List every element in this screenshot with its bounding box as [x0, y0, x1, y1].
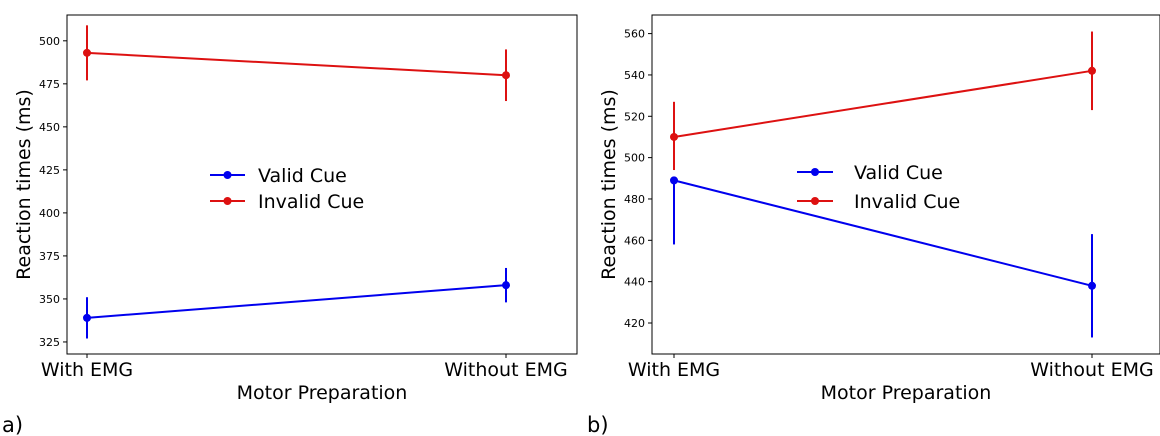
plot-frame	[651, 14, 1160, 355]
data-point	[502, 71, 510, 80]
plot-frame	[66, 14, 578, 355]
chart-panel-2: 420 440 460 480 500 520 540 560 With EMG Without …	[587, 14, 1160, 436]
y-axis-label: Reaction times (ms)	[598, 89, 620, 280]
legend: Valid Cue Invalid Cue	[797, 162, 960, 213]
data-point	[83, 48, 91, 57]
series-invalid-cue	[83, 25, 510, 102]
y-tick-label: 400	[39, 207, 60, 220]
series-line	[86, 284, 507, 319]
x-tick-label: Without EMG	[444, 359, 567, 381]
legend-label: Valid Cue	[258, 165, 347, 187]
x-axis-label: Motor Preparation	[237, 382, 408, 404]
panel-label: b)	[587, 413, 609, 436]
chart-panel-1: 325 350 375 400 425 450 475 500 With EMG Without …	[2, 14, 578, 436]
y-tick-label: 440	[624, 276, 645, 289]
series-valid-cue	[83, 267, 510, 339]
legend-marker	[223, 171, 232, 179]
x-tick-label: Without EMG	[1030, 359, 1153, 381]
x-axis-label: Motor Preparation	[821, 382, 992, 404]
data-point	[83, 313, 91, 322]
y-tick-label: 450	[39, 121, 60, 134]
y-tick-label: 350	[39, 293, 60, 306]
data-point	[1088, 281, 1096, 290]
y-tick-label: 475	[39, 78, 60, 91]
legend-marker	[811, 197, 819, 205]
y-tick-label: 325	[39, 336, 60, 349]
y-axis-label: Reaction times (ms)	[13, 89, 35, 280]
y-tick-label: 560	[624, 28, 645, 41]
legend: Valid Cue Invalid Cue	[210, 165, 364, 213]
series-invalid-cue	[670, 31, 1096, 171]
y-tick-label: 520	[624, 110, 645, 123]
series-line	[673, 69, 1093, 138]
y-tick-label: 460	[624, 234, 645, 247]
legend-label: Invalid Cue	[258, 191, 364, 213]
y-tick-label: 375	[39, 250, 60, 263]
data-point	[1088, 66, 1096, 75]
legend-marker	[223, 197, 232, 205]
x-tick-label: With EMG	[628, 359, 720, 381]
y-tick-label: 540	[624, 69, 645, 82]
legend-label: Invalid Cue	[854, 191, 960, 213]
y-tick-label: 500	[624, 152, 645, 165]
data-point	[670, 176, 678, 185]
y-tick-label: 500	[39, 35, 60, 48]
legend-label: Valid Cue	[854, 162, 943, 184]
data-point	[670, 132, 678, 141]
panel-label: a)	[2, 413, 23, 436]
y-tick-label: 420	[624, 317, 645, 330]
series-valid-cue	[670, 176, 1096, 338]
series-line	[86, 51, 507, 77]
x-tick-label: With EMG	[41, 359, 133, 381]
series-line	[673, 179, 1093, 287]
y-tick-label: 480	[624, 193, 645, 206]
legend-marker	[811, 168, 819, 176]
y-tick-label: 425	[39, 164, 60, 177]
data-point	[502, 281, 510, 290]
